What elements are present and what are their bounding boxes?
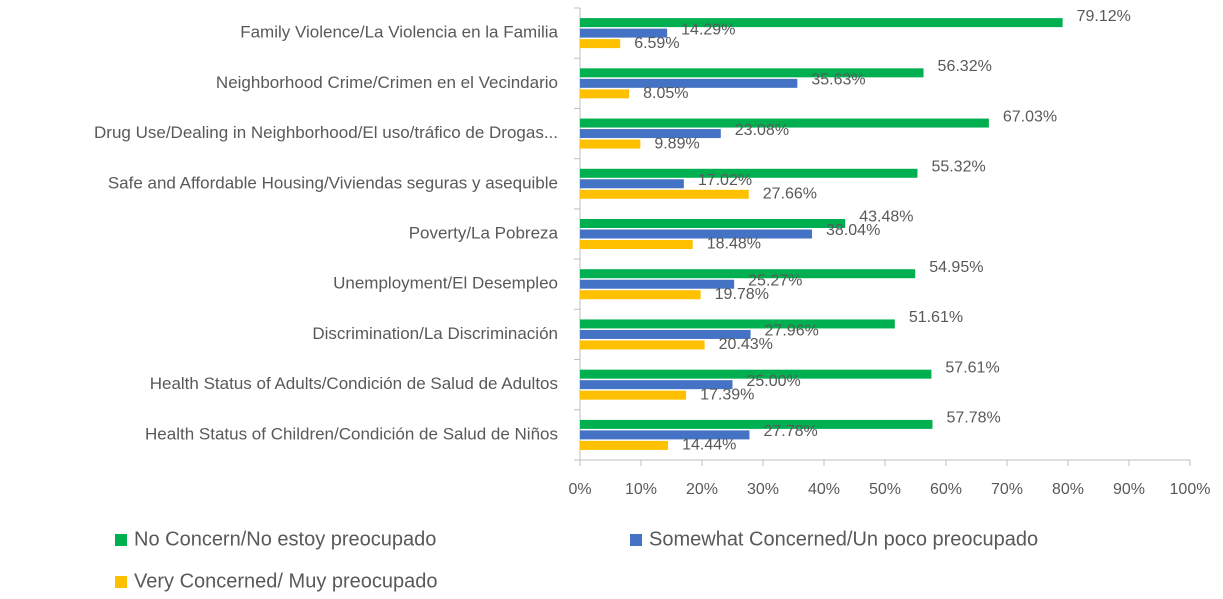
value-label: 8.05% bbox=[643, 85, 688, 102]
bar bbox=[580, 269, 916, 279]
bar bbox=[580, 319, 895, 329]
value-label: 27.96% bbox=[765, 323, 819, 340]
y-tick-label: Unemployment/El Desempleo bbox=[333, 274, 558, 293]
y-tick-label: Neighborhood Crime/Crimen en el Vecindar… bbox=[216, 73, 558, 92]
x-tick-label: 0% bbox=[568, 481, 591, 498]
bar bbox=[580, 279, 735, 289]
legend-label: Very Concerned/ Muy preocupado bbox=[134, 570, 438, 592]
value-label: 20.43% bbox=[719, 336, 773, 353]
bar bbox=[580, 168, 918, 178]
legend-label: Somewhat Concerned/Un poco preocupado bbox=[649, 528, 1038, 550]
value-label: 43.48% bbox=[859, 209, 913, 226]
y-tick-label: Drug Use/Dealing in Neighborhood/El uso/… bbox=[94, 123, 558, 142]
bar bbox=[580, 118, 989, 128]
bar bbox=[580, 189, 749, 199]
bar bbox=[580, 179, 684, 189]
bar bbox=[580, 139, 641, 149]
x-tick-label: 90% bbox=[1113, 481, 1145, 498]
legend-label: No Concern/No estoy preocupado bbox=[134, 528, 436, 550]
x-tick-label: 80% bbox=[1052, 481, 1084, 498]
legend-swatch bbox=[115, 576, 127, 588]
legend-swatch bbox=[630, 534, 642, 546]
x-tick-label: 100% bbox=[1170, 481, 1211, 498]
value-label: 25.27% bbox=[748, 272, 802, 289]
value-label: 67.03% bbox=[1003, 108, 1057, 125]
legend-swatch bbox=[115, 534, 127, 546]
value-label: 54.95% bbox=[929, 259, 983, 276]
x-tick-label: 60% bbox=[930, 481, 962, 498]
bar bbox=[580, 28, 668, 38]
bar bbox=[580, 390, 687, 400]
value-label: 57.78% bbox=[946, 410, 1000, 427]
bar bbox=[580, 329, 751, 339]
value-label: 25.00% bbox=[747, 373, 801, 390]
bar bbox=[580, 440, 669, 450]
value-label: 18.48% bbox=[707, 236, 761, 253]
value-label: 55.32% bbox=[931, 158, 985, 175]
value-label: 6.59% bbox=[634, 35, 679, 52]
bar bbox=[580, 340, 705, 350]
bar bbox=[580, 78, 798, 88]
y-tick-label: Poverty/La Pobreza bbox=[409, 223, 559, 242]
y-tick-label: Health Status of Adults/Condición de Sal… bbox=[150, 374, 558, 393]
y-tick-label: Discrimination/La Discriminación bbox=[312, 324, 558, 343]
x-tick-label: 30% bbox=[747, 481, 779, 498]
bar bbox=[580, 18, 1063, 28]
x-tick-label: 50% bbox=[869, 481, 901, 498]
bar bbox=[580, 219, 846, 228]
bar bbox=[580, 419, 933, 429]
value-label: 9.89% bbox=[654, 135, 699, 152]
y-tick-label: Family Violence/La Violencia en la Famil… bbox=[240, 23, 558, 42]
bar bbox=[580, 89, 630, 99]
value-label: 57.61% bbox=[945, 359, 999, 376]
value-label: 79.12% bbox=[1077, 8, 1131, 25]
value-label: 51.61% bbox=[909, 309, 963, 326]
value-label: 35.63% bbox=[811, 72, 865, 89]
value-label: 14.29% bbox=[681, 21, 735, 38]
bar bbox=[580, 240, 693, 249]
value-label: 19.78% bbox=[715, 286, 769, 303]
x-tick-label: 10% bbox=[625, 481, 657, 498]
x-tick-label: 70% bbox=[991, 481, 1023, 498]
bar bbox=[580, 290, 701, 300]
value-label: 17.39% bbox=[700, 386, 754, 403]
x-tick-label: 20% bbox=[686, 481, 718, 498]
value-label: 27.78% bbox=[763, 423, 817, 440]
value-label: 56.32% bbox=[938, 58, 992, 75]
y-tick-label: Safe and Affordable Housing/Viviendas se… bbox=[108, 173, 558, 192]
x-tick-label: 40% bbox=[808, 481, 840, 498]
value-label: 23.08% bbox=[735, 122, 789, 139]
value-label: 14.44% bbox=[682, 437, 736, 454]
value-label: 17.02% bbox=[698, 172, 752, 189]
bar bbox=[580, 129, 721, 139]
value-label: 27.66% bbox=[763, 185, 817, 202]
bar bbox=[580, 430, 750, 440]
bar bbox=[580, 380, 733, 390]
value-label: 38.04% bbox=[826, 222, 880, 239]
bar bbox=[580, 369, 932, 379]
bar bbox=[580, 229, 813, 239]
bar bbox=[580, 68, 924, 78]
bar bbox=[580, 39, 621, 49]
y-tick-label: Health Status of Children/Condición de S… bbox=[145, 424, 558, 443]
